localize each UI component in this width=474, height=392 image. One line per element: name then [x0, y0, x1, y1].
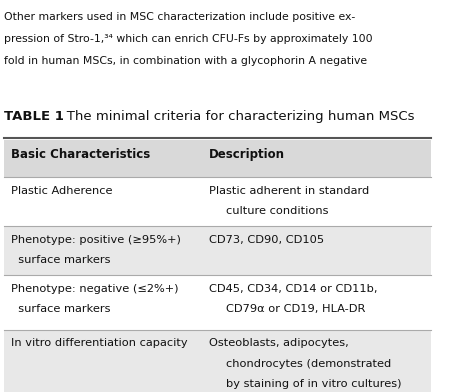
- Text: Plastic adherent in standard: Plastic adherent in standard: [209, 186, 369, 196]
- Text: Plastic Adherence: Plastic Adherence: [11, 186, 112, 196]
- Text: culture conditions: culture conditions: [226, 206, 328, 216]
- Text: fold in human MSCs, in combination with a glycophorin A negative: fold in human MSCs, in combination with …: [4, 56, 367, 66]
- Text: The minimal criteria for characterizing human MSCs: The minimal criteria for characterizing …: [55, 110, 415, 123]
- Text: Phenotype: positive (≥95%+): Phenotype: positive (≥95%+): [11, 234, 181, 245]
- Bar: [4, 330, 430, 392]
- Text: CD73, CD90, CD105: CD73, CD90, CD105: [209, 234, 324, 245]
- Text: pression of Stro-1,³⁴ which can enrich CFU-Fs by approximately 100: pression of Stro-1,³⁴ which can enrich C…: [4, 34, 373, 44]
- Text: Phenotype: negative (≤2%+): Phenotype: negative (≤2%+): [11, 283, 178, 294]
- Text: by staining of in vitro cultures): by staining of in vitro cultures): [226, 379, 401, 389]
- Bar: [4, 177, 430, 226]
- Bar: [4, 226, 430, 275]
- Text: Osteoblasts, adipocytes,: Osteoblasts, adipocytes,: [209, 338, 348, 348]
- Text: CD79α or CD19, HLA-DR: CD79α or CD19, HLA-DR: [226, 304, 365, 314]
- Bar: [4, 140, 430, 177]
- Text: CD45, CD34, CD14 or CD11b,: CD45, CD34, CD14 or CD11b,: [209, 283, 377, 294]
- Text: surface markers: surface markers: [11, 255, 110, 265]
- Bar: [4, 275, 430, 330]
- Text: Other markers used in MSC characterization include positive ex-: Other markers used in MSC characterizati…: [4, 12, 356, 22]
- Text: In vitro differentiation capacity: In vitro differentiation capacity: [11, 338, 188, 348]
- Text: surface markers: surface markers: [11, 304, 110, 314]
- Text: TABLE 1: TABLE 1: [4, 110, 64, 123]
- Text: chondrocytes (demonstrated: chondrocytes (demonstrated: [226, 359, 392, 369]
- Text: Description: Description: [209, 148, 285, 161]
- Text: Basic Characteristics: Basic Characteristics: [11, 148, 150, 161]
